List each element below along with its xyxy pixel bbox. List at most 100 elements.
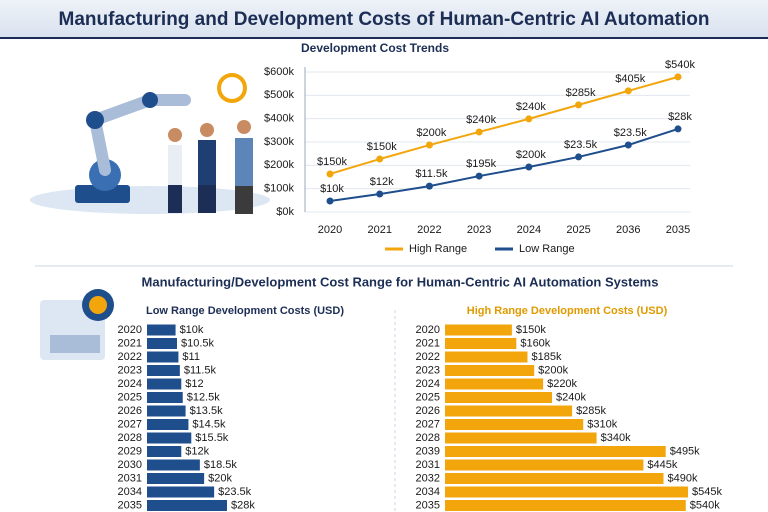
y-tick-label: 2025 xyxy=(118,391,142,403)
x-tick-label: 2021 xyxy=(367,224,391,236)
data-label: $10k xyxy=(180,324,204,336)
bar xyxy=(445,365,535,376)
y-tick-label: $600k xyxy=(264,66,294,78)
bar xyxy=(445,459,644,471)
y-tick-label: 2020 xyxy=(416,324,440,336)
y-tick-label: 2028 xyxy=(416,432,440,444)
bar xyxy=(445,446,666,457)
y-tick-label: $500k xyxy=(264,89,294,101)
y-tick-label: 2022 xyxy=(118,351,142,363)
x-tick-label: 2020 xyxy=(318,224,342,236)
data-label: $545k xyxy=(692,486,722,498)
bar xyxy=(445,500,686,511)
y-tick-label: 2029 xyxy=(118,445,142,457)
bar xyxy=(147,405,186,417)
y-tick-label: 2025 xyxy=(416,391,440,403)
data-point xyxy=(525,163,533,171)
data-label: $12k xyxy=(185,445,209,457)
bar xyxy=(445,378,544,390)
data-label: $185k xyxy=(531,351,561,363)
x-tick-label: 2023 xyxy=(467,224,491,236)
y-tick-label: 2024 xyxy=(416,378,440,390)
data-label: $28k xyxy=(231,499,255,511)
y-tick-label: 2028 xyxy=(118,432,142,444)
data-label: $195k xyxy=(466,158,496,170)
icon xyxy=(40,289,114,360)
data-point xyxy=(575,101,583,109)
bar xyxy=(147,486,215,498)
y-tick-label: 2034 xyxy=(416,486,440,498)
data-label: $405k xyxy=(615,73,645,85)
page-title: Manufacturing and Development Costs of H… xyxy=(59,9,710,30)
data-point xyxy=(674,73,682,81)
data-point xyxy=(376,155,384,163)
data-label: $150k xyxy=(367,141,397,153)
y-tick-label: 2024 xyxy=(118,378,142,390)
data-point xyxy=(475,172,483,180)
series-line xyxy=(329,75,679,175)
data-label: $11.5k xyxy=(184,364,217,376)
data-point xyxy=(376,190,384,198)
data-point xyxy=(674,125,682,133)
bar xyxy=(147,351,179,363)
data-point xyxy=(624,141,632,149)
bar xyxy=(445,324,512,336)
data-label: $20k xyxy=(208,472,232,484)
y-tick-label: 2026 xyxy=(416,405,440,417)
data-point xyxy=(425,141,433,149)
bar xyxy=(445,405,573,417)
bar xyxy=(147,473,205,484)
data-label: $540k xyxy=(665,59,695,71)
y-tick-label: 2039 xyxy=(416,445,440,457)
data-label: $200k xyxy=(516,149,546,161)
data-label: $10.5k xyxy=(181,337,215,349)
legend-label: High Range xyxy=(409,243,467,255)
bar xyxy=(147,500,227,511)
data-label: $12.5k xyxy=(187,391,221,403)
x-tick-label: 2022 xyxy=(417,224,441,236)
data-label: $11 xyxy=(182,351,200,363)
chart-title: Development Cost Trends xyxy=(301,41,449,55)
y-tick-label: 2035 xyxy=(416,499,440,511)
y-tick-label: 2021 xyxy=(118,337,142,349)
bar xyxy=(445,338,517,349)
y-tick-label: $100k xyxy=(264,183,294,195)
data-label: $540k xyxy=(690,499,720,511)
y-tick-label: 2031 xyxy=(416,459,440,471)
bar xyxy=(147,419,189,430)
bar xyxy=(147,378,182,390)
data-point xyxy=(624,87,632,95)
data-label: $200k xyxy=(416,127,446,139)
data-label: $12 xyxy=(185,378,203,390)
x-tick-label: 2024 xyxy=(517,224,541,236)
y-tick-label: 2034 xyxy=(118,486,142,498)
legend-label: Low Range xyxy=(519,243,575,255)
data-label: $445k xyxy=(647,459,677,471)
data-label: $13.5k xyxy=(190,405,224,417)
bar xyxy=(445,432,597,444)
chart-title: Low Range Development Costs (USD) xyxy=(146,305,344,317)
x-tick-label: 2036 xyxy=(616,224,640,236)
y-tick-label: 2027 xyxy=(416,418,440,430)
bar xyxy=(147,338,177,349)
y-tick-label: 2022 xyxy=(416,351,440,363)
bar xyxy=(445,486,688,498)
section-title: Manufacturing/Development Cost Range for… xyxy=(142,274,659,289)
bar xyxy=(147,324,176,336)
series-line xyxy=(329,127,679,203)
data-label: $490k xyxy=(667,472,697,484)
data-label: $310k xyxy=(587,418,617,430)
data-label: $23.5k xyxy=(564,139,598,151)
data-label: $220k xyxy=(547,378,577,390)
x-tick-label: 2025 xyxy=(566,224,590,236)
data-point xyxy=(326,197,334,205)
data-label: $23.5k xyxy=(218,486,252,498)
bar xyxy=(445,473,664,484)
data-label: $240k xyxy=(516,101,546,113)
y-tick-label: 2027 xyxy=(118,418,142,430)
y-tick-label: $300k xyxy=(264,136,294,148)
y-tick-label: 2023 xyxy=(416,364,440,376)
y-tick-label: 2020 xyxy=(118,324,142,336)
data-point xyxy=(575,153,583,161)
